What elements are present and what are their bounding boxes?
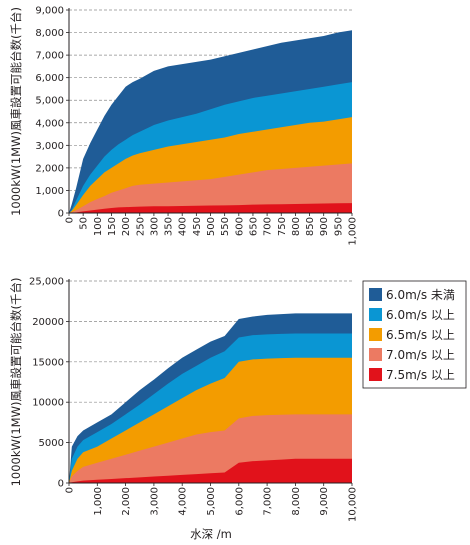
y-tick-label: 6,000 (35, 73, 64, 84)
area-series-7-5m-s-over (69, 203, 352, 213)
y-tick-label: 15000 (32, 357, 64, 368)
y-tick-label: 9,000 (35, 6, 64, 17)
x-tick-label: 850 (305, 217, 316, 236)
y-tick-label: 8,000 (35, 28, 64, 39)
y-tick-label: 3,000 (35, 141, 64, 152)
x-tick-label: 250 (135, 217, 146, 236)
x-tick-label: 0 (65, 217, 76, 223)
x-tick-label: 5,000 (206, 487, 217, 516)
x-tick-label: 650 (248, 217, 259, 236)
area-series-7-0m-s-over (69, 163, 352, 213)
x-tick-label: 0 (65, 487, 76, 493)
x-tick-label: 8,000 (291, 487, 302, 516)
legend-label: 7.0m/s 以上 (386, 348, 455, 362)
y-tick-label: 25,000 (29, 277, 64, 288)
legend-label: 6.5m/s 以上 (386, 328, 455, 342)
chart-depth-10000m: 0 5000 10000 15000 20000 25,000 0 1,000 2,000 3,0… (9, 277, 359, 523)
y-tick-label: 7,000 (35, 51, 64, 62)
x-tick-label: 950 (333, 217, 344, 236)
y-tick-label: 4,000 (35, 118, 64, 129)
x-tick-label: 350 (164, 217, 175, 236)
x-axis-label: 水深 /m (190, 527, 232, 541)
x-tick-label: 600 (234, 217, 245, 236)
x-tick-label: 900 (319, 217, 330, 236)
x-tick-label: 500 (206, 217, 217, 236)
chart-depth-1000m: 0 1,000 2,000 3,000 4,000 5,000 6,000 7,000 8,00… (9, 6, 359, 246)
x-tick-label: 300 (149, 217, 160, 236)
x-tick-label: 800 (291, 217, 302, 236)
legend: 6.0m/s 未満 6.0m/s 以上 6.5m/s 以上 7.0m/s 以上 7.5m… (362, 280, 467, 389)
legend-label: 7.5m/s 以上 (386, 368, 455, 382)
x-tick-label: 9,000 (319, 487, 330, 516)
x-tick-label: 400 (178, 217, 189, 236)
x-tick-label: 1,000 (93, 487, 104, 516)
x-tick-label: 3,000 (149, 487, 160, 516)
y-tick-label: 1,000 (35, 186, 64, 197)
x-tick-label: 2,000 (121, 487, 132, 516)
y-tick-label: 0 (58, 209, 64, 220)
x-tick-label: 1,000 (348, 217, 359, 246)
x-tick-label: 200 (121, 217, 132, 236)
x-tick-label: 150 (107, 217, 118, 236)
legend-swatch (369, 308, 382, 321)
x-tick-label: 4,000 (178, 487, 189, 516)
y-tick-label: 2,000 (35, 163, 64, 174)
y-axis-label: 1000kW(1MW)風車設置可能台数(千台) (9, 7, 23, 216)
legend-label: 6.0m/s 以上 (386, 308, 455, 322)
y-tick-label: 0 (58, 479, 64, 490)
x-tick-label: 6,000 (234, 487, 245, 516)
area-series-7-5m-s-over (69, 458, 352, 483)
x-tick-label: 50 (79, 217, 90, 230)
y-tick-label: 20000 (32, 317, 64, 328)
x-tick-label: 7,000 (263, 487, 274, 516)
x-tick-label: 100 (93, 217, 104, 236)
x-tick-label: 750 (277, 217, 288, 236)
x-tick-label: 10,000 (348, 487, 359, 522)
y-axis-label: 1000kW(1MW)風車設置可能台数(千台) (9, 278, 23, 487)
legend-swatch (369, 328, 382, 341)
x-tick-label: 450 (192, 217, 203, 236)
y-tick-label: 5,000 (35, 96, 64, 107)
legend-swatch (369, 348, 382, 361)
legend-swatch (369, 288, 382, 301)
x-tick-label: 550 (220, 217, 231, 236)
y-tick-label: 5000 (39, 438, 64, 449)
legend-swatch (369, 368, 382, 381)
legend-label: 6.0m/s 未満 (386, 288, 455, 302)
x-tick-label: 700 (263, 217, 274, 236)
y-tick-label: 10000 (32, 398, 64, 409)
